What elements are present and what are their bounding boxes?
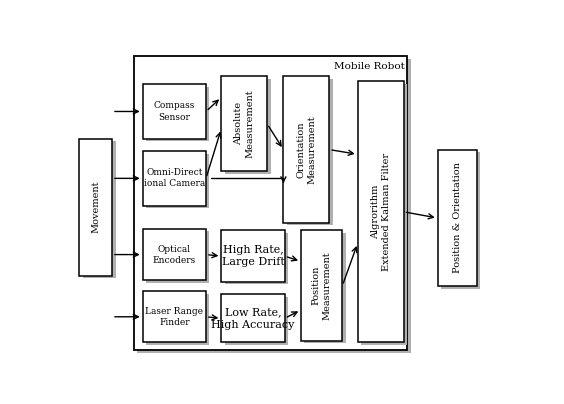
- Text: Low Rate,
High Accuracy: Low Rate, High Accuracy: [212, 307, 294, 330]
- Bar: [143, 229, 206, 280]
- Bar: [83, 141, 116, 278]
- Bar: [143, 84, 206, 139]
- Bar: [301, 230, 342, 341]
- Text: Movement: Movement: [91, 181, 100, 234]
- Bar: [79, 139, 112, 276]
- Text: Absolute
Measurement: Absolute Measurement: [234, 90, 254, 158]
- Text: Position & Orientation: Position & Orientation: [453, 162, 462, 274]
- Bar: [146, 87, 209, 141]
- Bar: [361, 84, 407, 345]
- Text: High Rate,
Large Drift: High Rate, Large Drift: [222, 245, 284, 267]
- Bar: [221, 76, 267, 171]
- Text: Orientation
Measurement: Orientation Measurement: [296, 115, 316, 184]
- Bar: [143, 151, 206, 206]
- Text: Compass
Sensor: Compass Sensor: [153, 101, 195, 122]
- Bar: [138, 59, 411, 353]
- Bar: [305, 233, 346, 343]
- Text: Algrorithm
Extended Kalman Filter: Algrorithm Extended Kalman Filter: [371, 153, 391, 271]
- Bar: [221, 230, 285, 282]
- Text: Omni-Direct
ional Camera: Omni-Direct ional Camera: [144, 168, 205, 188]
- Bar: [438, 149, 477, 286]
- Text: Position
Measurement: Position Measurement: [311, 251, 332, 320]
- Bar: [225, 297, 288, 345]
- Bar: [441, 152, 481, 289]
- Text: Mobile Robot: Mobile Robot: [334, 63, 405, 72]
- Bar: [221, 294, 285, 343]
- Bar: [287, 79, 333, 225]
- Text: Laser Range
Finder: Laser Range Finder: [146, 307, 203, 327]
- Bar: [134, 56, 407, 350]
- Bar: [358, 81, 404, 343]
- Bar: [146, 294, 209, 345]
- Bar: [283, 76, 329, 223]
- Bar: [146, 154, 209, 208]
- Bar: [143, 291, 206, 343]
- Bar: [225, 79, 271, 174]
- Bar: [225, 233, 288, 284]
- Text: Optical
Encoders: Optical Encoders: [153, 244, 196, 265]
- Bar: [146, 231, 209, 283]
